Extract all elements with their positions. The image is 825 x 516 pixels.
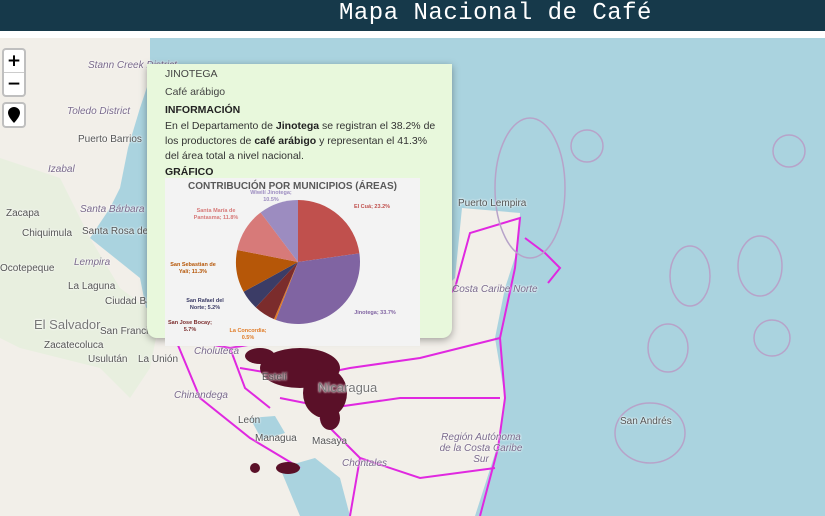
map-label: León [238,415,261,426]
info-heading: INFORMACIÓN [165,104,241,116]
map-label: Lempira [74,257,111,268]
map-label: Choluteca [194,346,240,357]
map-label: Stann Creek District [88,60,177,71]
land-shade [0,158,160,398]
coffee-points [245,348,347,474]
info-text: En el Departamento de Jinotega se regist… [165,119,438,164]
map-label: Toledo District [67,106,130,117]
info-emphasis: café arábigo [254,135,317,147]
map-label: Estelí [262,372,288,383]
zoom-control: + − [2,48,26,97]
map-label: Ocotepeque [0,263,55,274]
lake [250,416,285,440]
info-part: se registran el 38.2% de los productores… [165,120,436,147]
pie-slice [237,212,298,262]
island-outlines [494,117,806,464]
map-label: Zacapa [6,208,40,219]
pie-slice [260,200,298,262]
header: Mapa Nacional de Café [0,0,825,31]
chart-heading: GRÁFICO [165,166,214,178]
map-base [0,38,806,516]
pie-slice [236,249,298,292]
pie-slice [243,262,298,308]
map-label: Masaya [312,436,348,447]
slice-label: El Cuá; 23.2% [353,204,391,210]
pie [236,200,360,324]
pie-slice [255,262,298,320]
map-label: Managua [255,433,297,444]
zoom-out-button[interactable]: − [4,72,24,95]
pie-slice [275,253,360,324]
map-label: Santa Rosa de Copán [82,226,181,237]
slice-label: Jinotega; 33.7% [354,310,396,316]
product-name: Café arábigo [165,86,226,98]
lake [280,458,350,516]
map-label: La Unión [138,354,179,365]
info-emphasis: Jinotega [275,120,320,132]
map-label: La Laguna [68,281,116,292]
map-label: Chontales [342,458,388,469]
chart: CONTRIBUCIÓN POR MUNICIPIOS (ÁREAS) El C… [165,178,420,346]
page-title: Mapa Nacional de Café [339,0,652,27]
locate-button[interactable] [4,104,24,126]
info-part: y representan el 41.3% del área total a … [165,135,428,162]
popup: JINOTEGA Café arábigo INFORMACIÓN En el … [147,64,452,346]
map[interactable]: Stann Creek District Toledo District Pue… [0,38,825,516]
department-name: JINOTEGA [165,68,218,80]
slice-label: San Sebastian de Yalí; 11.3% [170,262,216,275]
slice-label: Santa María de Pantasma; 11.8% [193,208,239,221]
map-label: Ciudad Barrios [105,296,172,307]
locate-control [2,102,26,128]
chart-title: CONTRIBUCIÓN POR MUNICIPIOS (ÁREAS) [188,181,397,192]
map-label: Zacatecoluca [44,340,104,351]
map-label: Chinandega [174,390,228,401]
map-label: El Salvador [34,317,101,332]
map-label: Usulután [88,354,128,365]
map-label: Santa Bárbara [80,204,145,215]
map-label: Puerto Lempira [458,198,527,209]
slice-label: Wiwilí Jinotega; 10.5% [250,190,292,203]
map-label: San Andrés [620,416,672,427]
zoom-in-button[interactable]: + [6,51,22,71]
map-label: Costa Caribe Norte [452,284,538,295]
map-label: Nicaragua [318,380,378,395]
slice-label: San Jose Bocay; 5.7% [167,320,213,333]
map-label: Región Autónoma de la Costa Caribe Sur [439,432,523,465]
info-part: En el Departamento de [165,120,276,132]
slice-label: San Rafael del Norte; 5.2% [186,298,224,311]
map-label: Puerto Barrios [78,134,142,145]
pie-slice [298,200,360,262]
map-label: Izabal [48,164,75,175]
pie-slice [273,262,298,320]
map-label: Chiquimula [22,228,73,239]
marker-icon [8,107,20,123]
slice-label: La Concordia; 0.5% [229,328,267,341]
